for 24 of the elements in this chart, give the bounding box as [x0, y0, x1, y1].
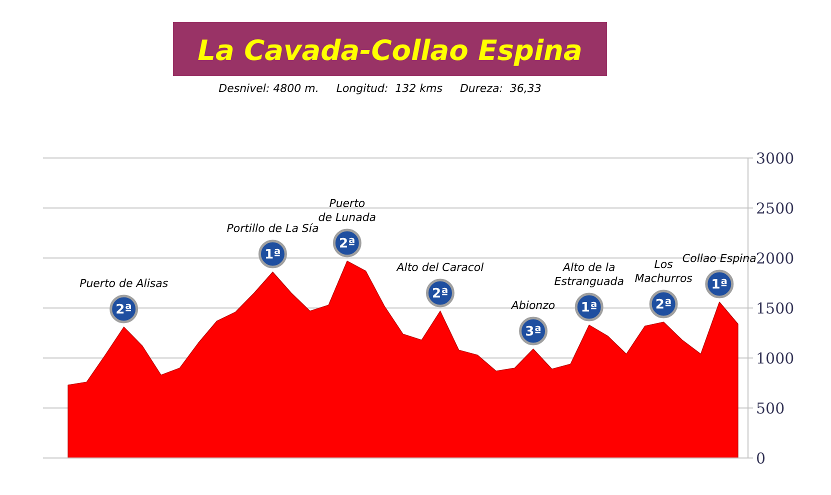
y-tick-label: 3000 [756, 149, 794, 168]
annotation: Portillo de La Sía [226, 222, 319, 235]
y-tick-label: 1500 [756, 299, 794, 318]
annotation: 1ª [711, 278, 728, 293]
annotation: 2ª [338, 236, 356, 252]
annotation: 2ª [116, 302, 132, 318]
chart-subtitle: Desnivel: 4800 m. Longitud: 132 kms Dureza: 36,33 [218, 82, 542, 95]
annotation: Puerto de Alisas [80, 277, 168, 290]
annotation: Abionzo [510, 299, 556, 312]
annotation: Alto del Caracol [396, 261, 484, 274]
annotation: 1ª [580, 300, 598, 316]
annotation: Collao Espina [682, 252, 757, 265]
annotation: Alto de la Estranguada [554, 261, 624, 288]
annotation: Puerto de Lunada [318, 197, 376, 224]
y-tick-label: 1000 [756, 349, 794, 368]
y-tick-label: 2500 [756, 199, 794, 218]
annotation: 1ª [264, 248, 281, 263]
annotation: 3ª [525, 324, 542, 340]
y-tick-label: 2000 [756, 249, 794, 268]
y-tick-label: 500 [756, 399, 785, 418]
y-tick-label: 0 [756, 449, 766, 468]
annotation: 2ª [655, 298, 672, 313]
chart-title: La Cavada-Collao Espina [198, 34, 582, 67]
annotation: 2ª [432, 286, 448, 302]
